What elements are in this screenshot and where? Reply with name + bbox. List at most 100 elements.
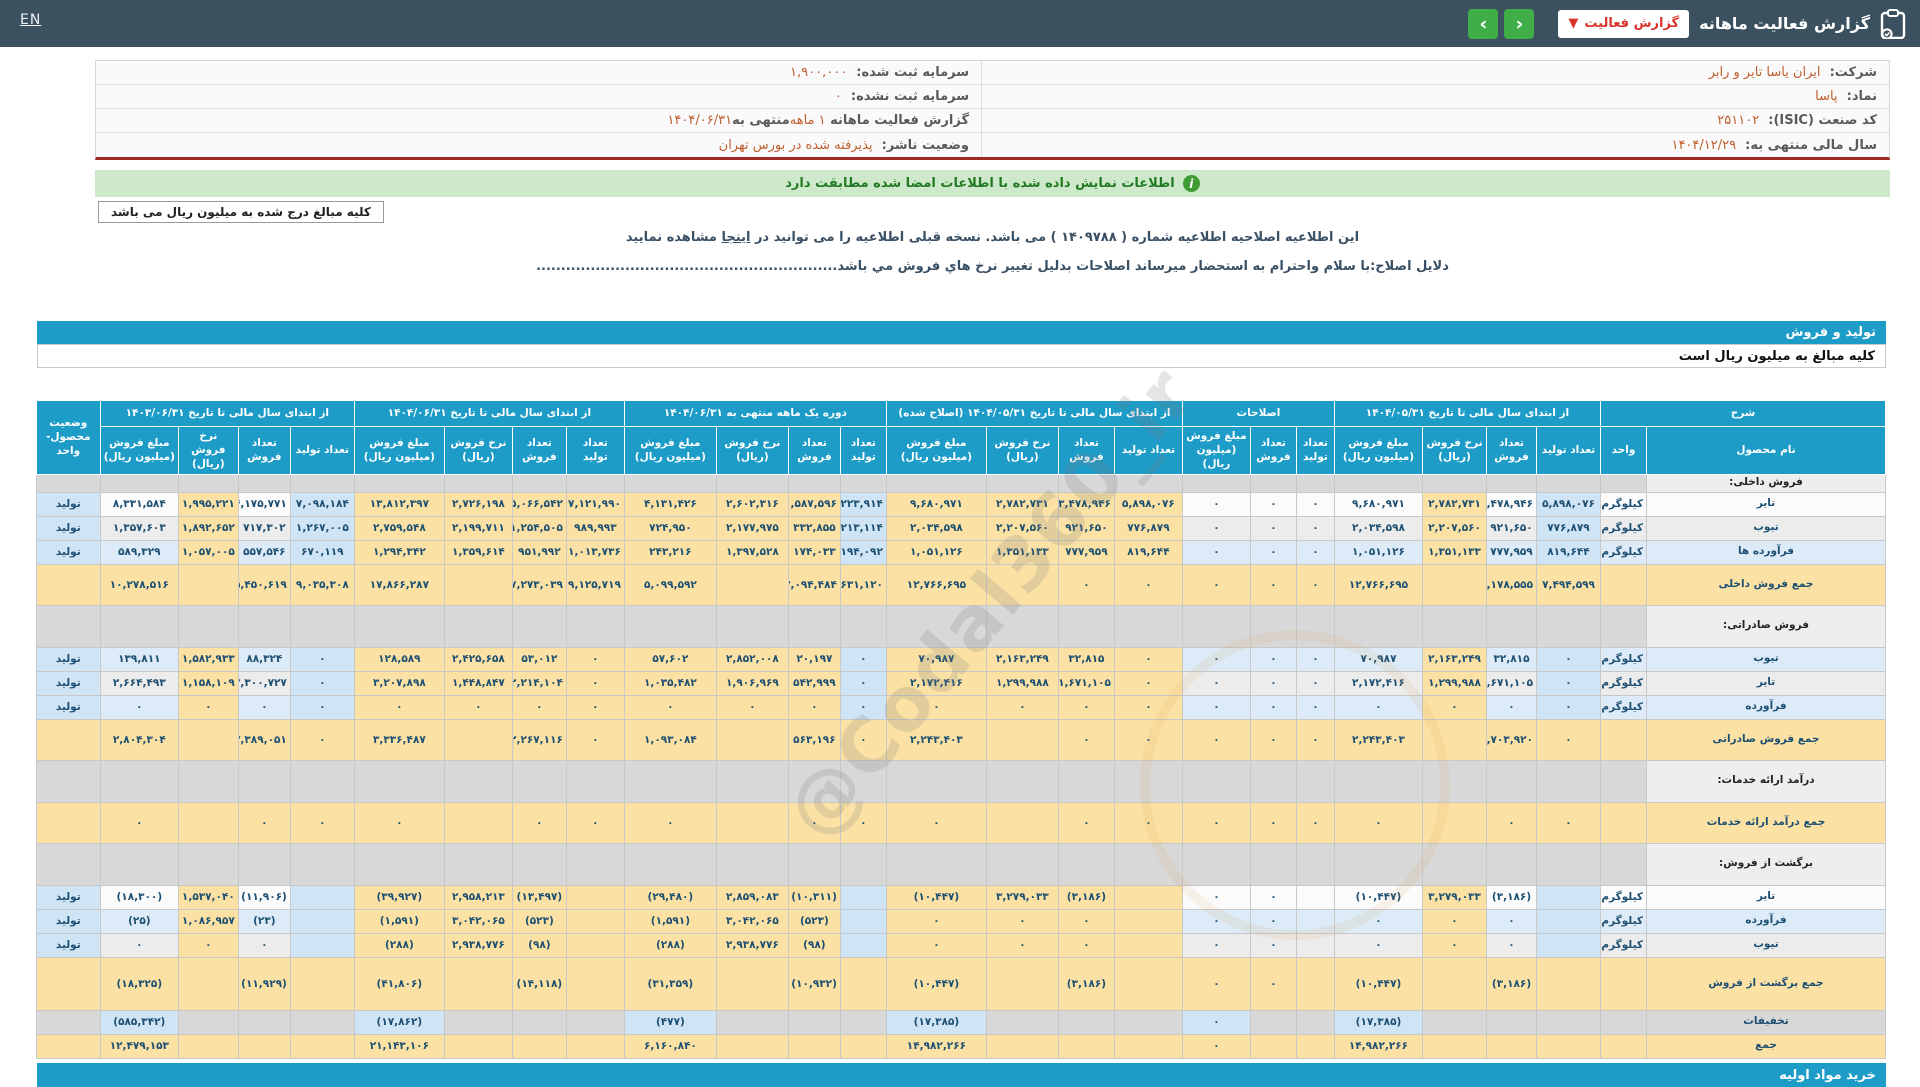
previous-version-link[interactable]: اینجا	[721, 230, 751, 245]
unit	[1600, 1009, 1647, 1035]
cell: ۱,۳۵۷,۶۰۳	[99, 515, 179, 541]
cell: ۰	[1057, 801, 1115, 844]
cell: ۴,۱۷۵,۷۷۱	[237, 491, 291, 517]
amounts-unit-note-box: کلیه مبالغ درج شده به میلیون ریال می باش…	[98, 201, 384, 223]
cell	[511, 759, 567, 803]
previous-report-button[interactable]: ‹	[1504, 8, 1535, 39]
cell	[289, 1009, 355, 1035]
cell	[289, 1033, 355, 1059]
cell	[1057, 1009, 1115, 1035]
cell: ۱۲,۴۷۹,۱۵۳	[99, 1033, 179, 1059]
cell: ۵,۰۶۶,۵۴۲	[511, 491, 567, 517]
cell	[177, 718, 239, 761]
cell	[1486, 1033, 1537, 1059]
cell: ۷۰,۹۸۷	[1333, 646, 1424, 672]
cell	[623, 473, 717, 493]
signed-info-text: اطلاعات نمایش داده شده با اطلاعات امضا ش…	[785, 176, 1175, 191]
cell	[1057, 604, 1115, 648]
cell	[885, 842, 987, 886]
column-group-header: از ابتدای سال مالی تا تاریخ ۱۴۰۴/۰۵/۳۱ (…	[885, 400, 1183, 427]
language-en-link[interactable]: EN	[20, 12, 42, 28]
cell: ۶,۱۶۰,۸۴۰	[623, 1033, 717, 1059]
cell	[35, 473, 101, 493]
cell	[839, 932, 887, 958]
cell: ۰	[1249, 801, 1297, 844]
product-name: تایر	[1646, 491, 1886, 517]
cell: تولید	[35, 932, 101, 958]
cell: ۲,۲۴۳,۴۰۳	[885, 718, 987, 761]
cell	[177, 563, 239, 606]
cell: ۳,۲۷۹,۰۳۳	[1422, 884, 1487, 910]
cell: ۱۳,۸۱۲,۳۹۷	[353, 491, 445, 517]
cell: ۰	[1295, 539, 1335, 565]
cell	[1486, 842, 1537, 886]
cell	[289, 908, 355, 934]
cell	[177, 604, 239, 648]
cell	[1536, 932, 1601, 958]
cell: ۲,۷۵۹,۵۴۸	[353, 515, 445, 541]
cell: ۱,۲۹۹,۹۸۸	[1422, 670, 1487, 696]
cell: (۲۵)	[99, 908, 179, 934]
cell: ۰	[1181, 646, 1251, 672]
cell	[443, 563, 513, 606]
unit: کیلوگرم	[1600, 515, 1647, 541]
cell: ۰	[565, 646, 625, 672]
cell: ۳,۴۷۸,۹۴۶	[1486, 491, 1537, 517]
cell	[1333, 604, 1424, 648]
clipboard-report-icon	[1880, 8, 1906, 39]
cell: ۲,۶۰۲,۳۱۶	[715, 491, 789, 517]
cell: ۰	[1295, 694, 1335, 720]
next-report-button[interactable]: ›	[1468, 8, 1499, 39]
cell: ۰	[1486, 694, 1537, 720]
cell	[1295, 932, 1335, 958]
cell	[1600, 842, 1647, 886]
cell	[1536, 1009, 1601, 1035]
cell: ۸۱۹,۶۴۴	[1113, 539, 1183, 565]
column-sub-header: تعداد تولید	[565, 426, 625, 475]
column-group-header: شرح	[1600, 400, 1886, 427]
cell	[1422, 604, 1487, 648]
cell	[35, 956, 101, 1011]
cell: ۱,۰۱۳,۷۳۶	[565, 539, 625, 565]
cell	[1486, 759, 1537, 803]
cell	[289, 473, 355, 493]
cell: ۰	[99, 932, 179, 958]
cell	[1600, 759, 1647, 803]
cell	[177, 473, 239, 493]
cell	[839, 759, 887, 803]
cell	[565, 1033, 625, 1059]
product-name: جمع درآمد ارائه خدمات	[1646, 801, 1886, 844]
cell: ۱۲۸,۵۸۹	[353, 646, 445, 672]
cell: ۰	[565, 694, 625, 720]
cell: ۰	[1249, 491, 1297, 517]
cell: ۱۷,۸۶۶,۲۸۷	[353, 563, 445, 606]
cell	[1295, 842, 1335, 886]
cell: (۲۹,۴۸۰)	[623, 884, 717, 910]
production-sales-section-bar: تولید و فروش	[37, 321, 1886, 344]
cell	[1486, 604, 1537, 648]
cell: ۰	[1295, 718, 1335, 761]
cell: ۱,۱۵۸,۱۰۹	[177, 670, 239, 696]
company-info-table: شرکت: ایران یاسا تایر و رابر سرمایه ثبت ش…	[95, 60, 1890, 160]
product-name: تایر	[1646, 884, 1886, 910]
cell	[353, 842, 445, 886]
report-type-dropdown[interactable]: گزارش فعالیت ▼	[1558, 9, 1690, 38]
cell	[1181, 842, 1251, 886]
cell	[177, 759, 239, 803]
cell	[1295, 759, 1335, 803]
cell: ۰	[1249, 718, 1297, 761]
cell: ۱,۳۵۱,۱۳۳	[985, 539, 1059, 565]
cell: ۷۷۷,۹۵۹	[1057, 539, 1115, 565]
column-sub-header: تعداد فروش	[1486, 426, 1537, 475]
cell	[715, 604, 789, 648]
info-row: سال مالی منتهی به: ۱۴۰۴/۱۲/۲۹ وضعیت ناشر:…	[96, 133, 1889, 157]
cell	[177, 956, 239, 1011]
cell: ۱,۸۹۲,۶۵۲	[177, 515, 239, 541]
cell	[1486, 473, 1537, 493]
cell: ۰	[1113, 670, 1183, 696]
cell: ۱,۰۵۱,۱۲۶	[1333, 539, 1424, 565]
cell: ۰	[787, 694, 841, 720]
info-value: ۰	[834, 89, 842, 104]
cell: ۰	[1181, 491, 1251, 517]
info-value: ۱۴۰۴/۰۶/۳۱	[667, 113, 733, 128]
